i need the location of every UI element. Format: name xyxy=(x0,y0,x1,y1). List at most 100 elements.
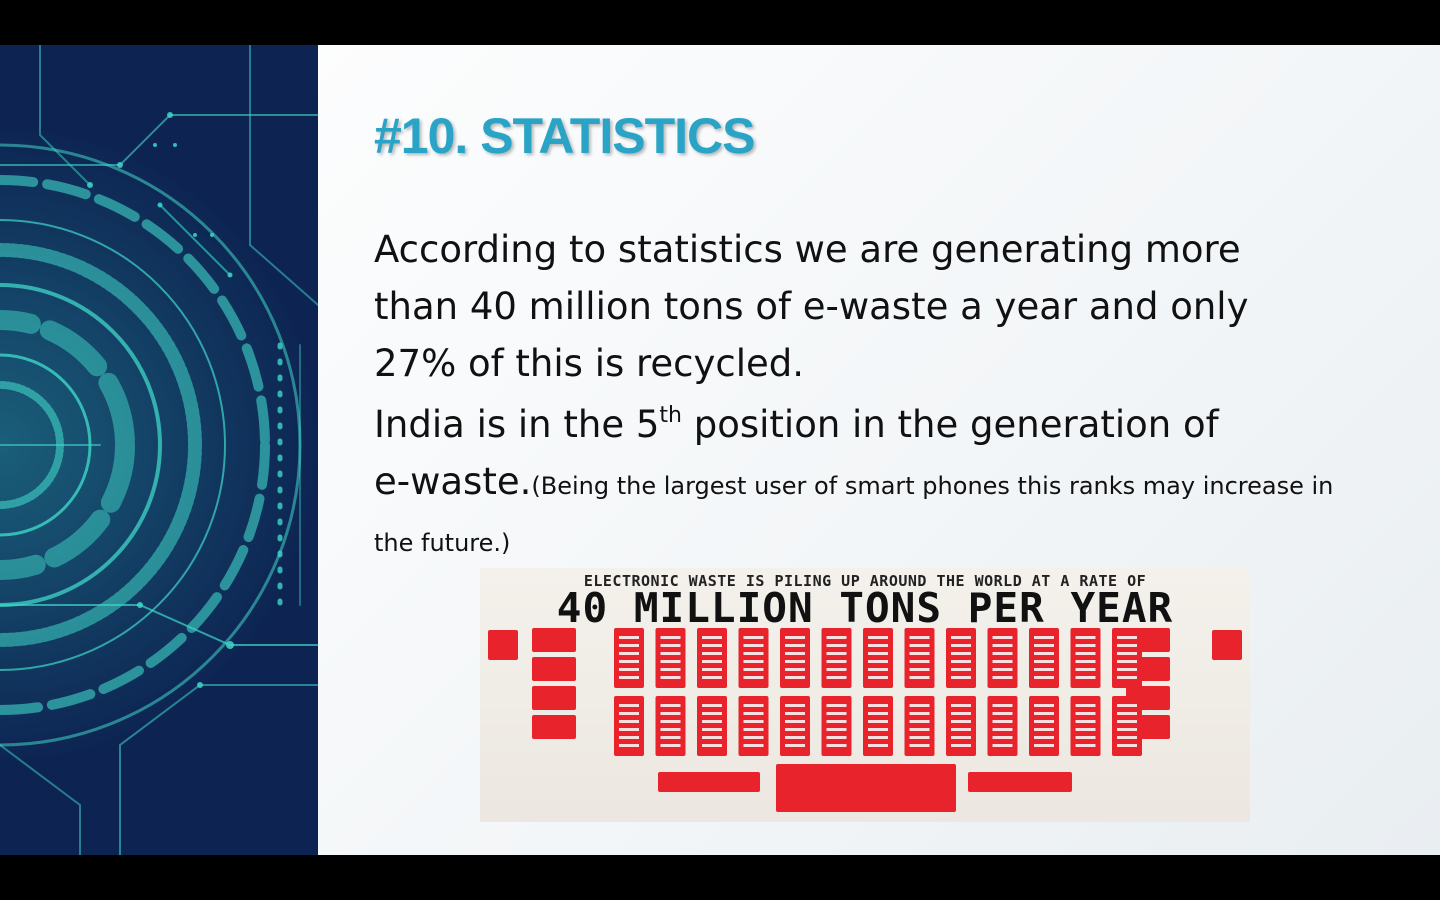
tower-stripe xyxy=(660,660,681,663)
slide-title: #10. STATISTICS xyxy=(374,108,755,164)
india-text-part2: position in the generation of xyxy=(681,403,1219,446)
tower-stripe xyxy=(992,744,1013,747)
tower-stripe xyxy=(660,652,681,655)
tower-stripe xyxy=(868,744,888,747)
tower-stripe xyxy=(660,712,681,715)
circuit-art xyxy=(0,45,318,855)
tower-stripe xyxy=(992,668,1013,671)
tower-stripe xyxy=(1075,720,1096,723)
tower-stripe xyxy=(785,636,805,639)
tower-stripe xyxy=(785,676,805,679)
tower-shape xyxy=(738,628,769,688)
camera-shape xyxy=(532,686,576,710)
tower-stripe xyxy=(702,712,722,715)
tower-stripe xyxy=(951,712,971,715)
tower-stripe xyxy=(909,736,930,739)
tower-stripe xyxy=(951,744,971,747)
tower-stripe xyxy=(1034,712,1054,715)
tower-shape xyxy=(1029,628,1059,688)
tower-stripe xyxy=(826,668,847,671)
tower-stripe xyxy=(868,704,888,707)
india-text-part3: e-waste. xyxy=(374,460,532,503)
tower-stripe xyxy=(951,636,971,639)
tower-stripe xyxy=(868,636,888,639)
tower-stripe xyxy=(1117,668,1137,671)
tower-stripe xyxy=(785,736,805,739)
tower-stripe xyxy=(951,728,971,731)
tower-stripe xyxy=(826,660,847,663)
tower-stripe xyxy=(1075,636,1096,639)
tower-stripe xyxy=(992,636,1013,639)
tower-shape xyxy=(780,696,810,756)
tower-stripe xyxy=(702,744,722,747)
tower-stripe xyxy=(826,744,847,747)
tower-shape xyxy=(1029,696,1059,756)
tech-circuit-decoration xyxy=(0,45,318,855)
tower-stripe xyxy=(826,720,847,723)
tower-stripe xyxy=(785,744,805,747)
tower-stripe xyxy=(743,676,764,679)
tower-stripe xyxy=(619,676,639,679)
tower-stripe xyxy=(992,660,1013,663)
tower-stripe xyxy=(909,668,930,671)
tower-shape xyxy=(946,628,976,688)
tower-stripe xyxy=(1034,636,1054,639)
tower-stripe xyxy=(1117,644,1137,647)
tower-stripe xyxy=(826,704,847,707)
tower-stripe xyxy=(1034,704,1054,707)
tower-stripe xyxy=(660,728,681,731)
tower-stripe xyxy=(702,644,722,647)
tower-stripe xyxy=(909,704,930,707)
tower-shape xyxy=(614,696,644,756)
tower-shape xyxy=(697,628,727,688)
tower-stripe xyxy=(1117,704,1137,707)
tower-stripe xyxy=(1034,728,1054,731)
tower-stripe xyxy=(951,652,971,655)
tower-stripe xyxy=(1075,744,1096,747)
tower-stripe xyxy=(702,704,722,707)
tower-shape xyxy=(1112,628,1142,688)
ordinal-superscript: th xyxy=(659,403,682,428)
tower-stripe xyxy=(1034,668,1054,671)
tower-shape xyxy=(1112,696,1142,756)
tower-shape xyxy=(863,628,893,688)
tower-stripe xyxy=(1075,676,1096,679)
tower-shape xyxy=(946,696,976,756)
tower-stripe xyxy=(743,728,764,731)
tower-stripe xyxy=(743,652,764,655)
tower-shape xyxy=(1070,696,1101,756)
tower-stripe xyxy=(702,728,722,731)
tower-stripe xyxy=(1034,744,1054,747)
tower-stripe xyxy=(785,720,805,723)
slide-body: According to statistics we are generatin… xyxy=(374,221,1334,567)
tower-stripe xyxy=(702,660,722,663)
phone-shape xyxy=(1212,630,1242,660)
tower-stripe xyxy=(868,736,888,739)
tower-stripe xyxy=(785,668,805,671)
tower-stripe xyxy=(743,660,764,663)
tower-stripe xyxy=(909,660,930,663)
e-waste-pile-illustration xyxy=(488,628,1242,812)
tower-stripe xyxy=(868,728,888,731)
tower-stripe xyxy=(785,660,805,663)
tower-stripe xyxy=(826,652,847,655)
tower-shape xyxy=(904,628,935,688)
tower-stripe xyxy=(909,728,930,731)
tower-stripe xyxy=(1117,728,1137,731)
tower-stripe xyxy=(619,668,639,671)
keyboard-shape xyxy=(968,772,1072,792)
tower-stripe xyxy=(785,704,805,707)
tower-stripe xyxy=(992,644,1013,647)
tower-stripe xyxy=(1075,660,1096,663)
tower-stripe xyxy=(992,652,1013,655)
tower-stripe xyxy=(868,652,888,655)
tower-shape xyxy=(987,628,1018,688)
tower-stripe xyxy=(1075,652,1096,655)
tower-stripe xyxy=(619,636,639,639)
e-waste-infographic: ELECTRONIC WASTE IS PILING UP AROUND THE… xyxy=(480,568,1250,822)
tower-stripe xyxy=(826,644,847,647)
tower-stripe xyxy=(660,668,681,671)
tower-shape xyxy=(614,628,644,688)
camera-shape xyxy=(532,628,576,652)
tower-stripe xyxy=(619,644,639,647)
